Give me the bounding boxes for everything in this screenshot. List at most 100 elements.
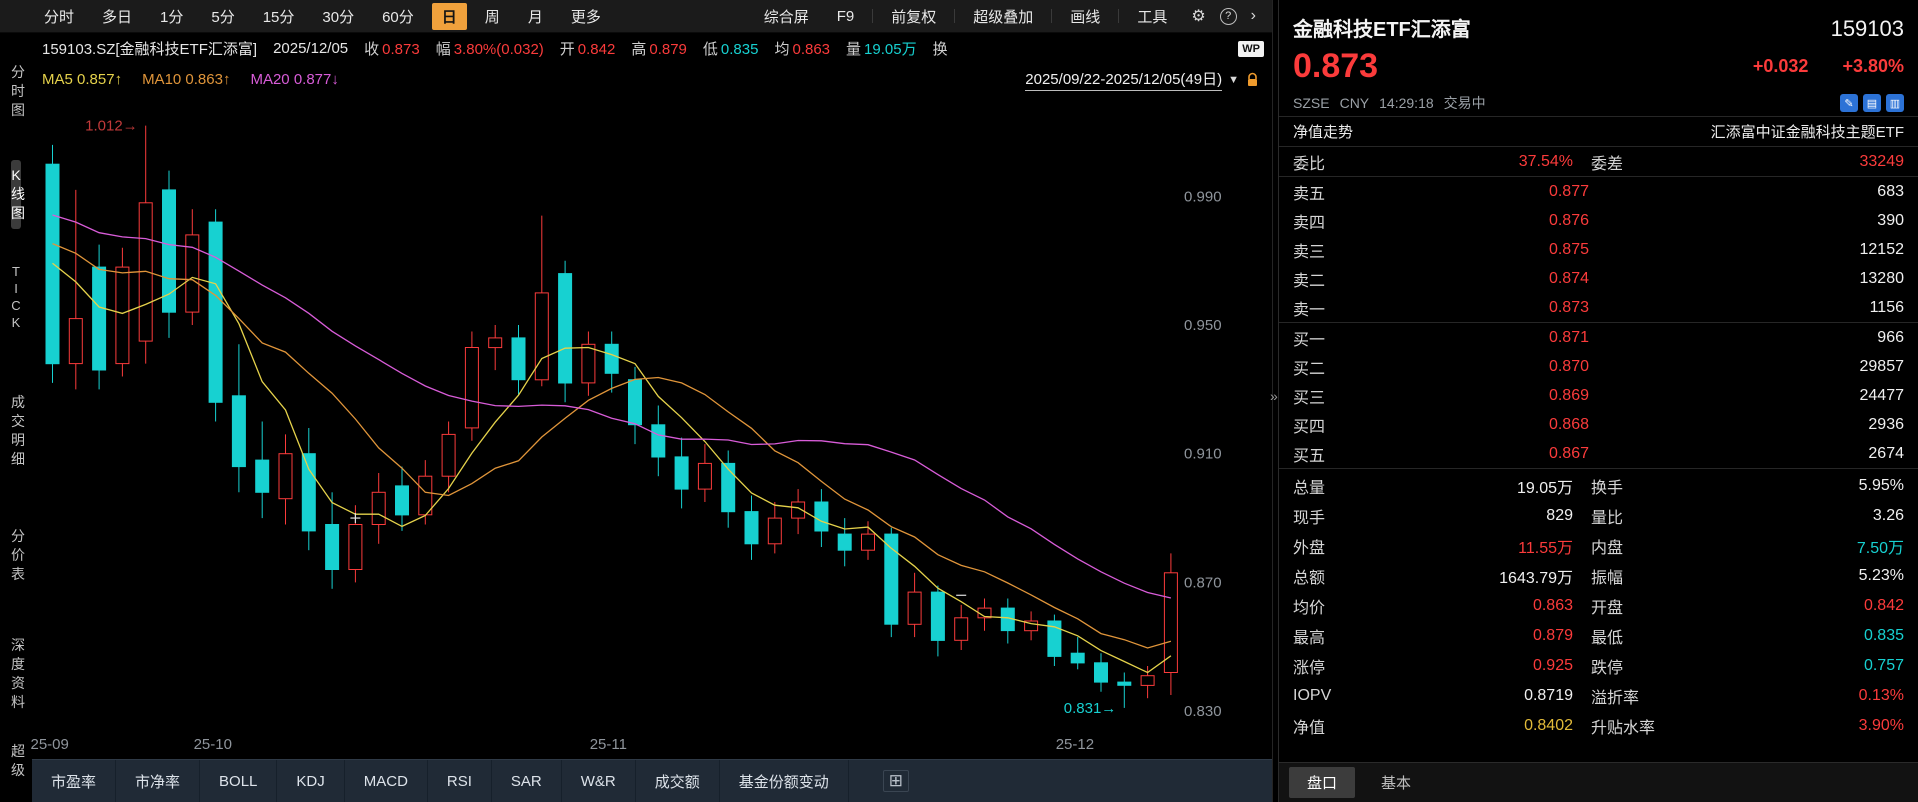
x-axis: 25-09 25-10 25-11 25-12 — [30, 732, 1272, 759]
svg-text:0.990: 0.990 — [1184, 188, 1222, 205]
composite-screen-button[interactable]: 综合屏 — [763, 8, 809, 26]
period-5min[interactable]: 5分 — [211, 8, 235, 26]
tab-pb-ratio[interactable]: 市净率 — [116, 760, 201, 802]
tab-sar[interactable]: SAR — [492, 760, 562, 802]
period-day[interactable]: 日 — [431, 2, 467, 30]
tab-rsi[interactable]: RSI — [428, 760, 492, 802]
x-axis-label: 25-09 — [30, 736, 69, 753]
x-axis-label: 25-11 — [589, 736, 627, 753]
ask-row-1[interactable]: 卖一 0.873 1156 — [1293, 298, 1904, 319]
draw-line-button[interactable]: 画线 — [1070, 8, 1101, 26]
date-range-selector[interactable]: 2025/09/22-2025/12/05(49日) ▼ — [1025, 68, 1260, 91]
period-duori[interactable]: 多日 — [102, 8, 133, 26]
ask-row-5[interactable]: 卖五 0.877 683 — [1293, 182, 1904, 203]
period-30min[interactable]: 30分 — [322, 8, 355, 26]
bid-row-2[interactable]: 买二 0.870 29857 — [1293, 357, 1904, 378]
bid-row-1[interactable]: 买一 0.871 966 — [1293, 328, 1904, 349]
indicator-tab-bar: 市盈率 市净率 BOLL KDJ MACD RSI SAR W&R 成交额 基金… — [32, 759, 1272, 802]
period-toolbar: 分时 多日 1分 5分 15分 30分 60分 日 周 月 更多 综合屏 F9 … — [0, 0, 1272, 33]
collapse-panel-icon[interactable]: » — [1270, 388, 1278, 404]
tab-turnover-amount[interactable]: 成交额 — [636, 760, 720, 802]
fund-code: 159103 — [1830, 16, 1904, 41]
weibi-value: 37.54% — [1518, 152, 1573, 170]
f9-button[interactable]: F9 — [836, 7, 855, 25]
nav-trend-link[interactable]: 净值走势 — [1293, 124, 1354, 141]
help-icon[interactable]: ? — [1219, 7, 1237, 25]
kline-svg: 0.990 0.950 0.910 0.870 0.830 1.012→ 0.831→ — [45, 118, 1222, 720]
bid-book: 买一 0.871 966 买二 0.870 29857 买三 0.869 24477 买四 0… — [1279, 322, 1918, 468]
bar-date: 2025/12/05 — [273, 40, 349, 57]
tab-macd[interactable]: MACD — [345, 760, 428, 802]
tools-button[interactable]: 工具 — [1137, 8, 1168, 26]
stat-row: IOPV 0.8719 溢折率 0.13% — [1293, 687, 1904, 707]
ask-row-3[interactable]: 卖三 0.875 12152 — [1293, 240, 1904, 261]
period-60min[interactable]: 60分 — [382, 8, 414, 26]
view-sidebar: 分时图 K线图 TICK 成交明细 分价表 深度资料 超级 — [0, 33, 32, 802]
bid-row-5[interactable]: 买五 0.867 2674 — [1293, 444, 1904, 465]
exchange-label: SZSE — [1293, 95, 1330, 111]
kline-chart[interactable]: 0.990 0.950 0.910 0.870 0.830 1.012→ 0.831→ — [32, 95, 1272, 732]
doc-icon[interactable]: ▤ — [1863, 94, 1881, 112]
stat-row: 涨停 0.925 跌停 0.757 — [1293, 657, 1904, 677]
period-15min[interactable]: 15分 — [262, 8, 295, 26]
nav-row: 净值走势 汇添富中证金融科技主题ETF — [1279, 116, 1918, 146]
tab-wr[interactable]: W&R — [562, 760, 636, 802]
lock-icon[interactable] — [1245, 72, 1260, 88]
chevron-down-icon[interactable]: ▼ — [1228, 73, 1239, 86]
x-axis-label: 25-12 — [1055, 736, 1095, 753]
sidebar-item-tick[interactable]: TICK — [11, 264, 21, 330]
svg-text:0.830: 0.830 — [1184, 703, 1222, 720]
edit-icon[interactable]: ✎ — [1840, 94, 1858, 112]
sidebar-item-chengjiaomingxi[interactable]: 成交明细 — [11, 394, 25, 467]
tab-pankou[interactable]: 盘口 — [1289, 767, 1356, 798]
toolbar-separator — [1118, 9, 1120, 23]
tab-fund-share-change[interactable]: 基金份额变动 — [720, 760, 849, 802]
period-month[interactable]: 月 — [527, 8, 543, 26]
ma-bar: MA5 0.857 ↑ MA10 0.863 ↑ MA20 0.877 ↓ 2025/… — [32, 64, 1272, 95]
svg-text:0.950: 0.950 — [1184, 317, 1222, 334]
gear-icon[interactable]: ⚙ — [1191, 8, 1206, 25]
ask-row-4[interactable]: 卖四 0.876 390 — [1293, 211, 1904, 232]
period-more[interactable]: 更多 — [570, 8, 601, 26]
panel-divider: » — [1270, 0, 1278, 802]
layout-icon[interactable]: ▥ — [1886, 94, 1904, 112]
date-range-text[interactable]: 2025/09/22-2025/12/05(49日) — [1025, 68, 1223, 91]
sidebar-item-shendu-ziliao[interactable]: 深度资料 — [11, 637, 25, 710]
bid-row-3[interactable]: 买三 0.869 24477 — [1293, 386, 1904, 407]
expand-arrow-icon[interactable]: › — [1250, 7, 1256, 24]
sidebar-item-chaoji[interactable]: 超级 — [11, 743, 25, 778]
field-low: 低 0.835 — [702, 41, 759, 58]
field-change: 幅 3.80%(0.032) — [435, 41, 544, 58]
sidebar-item-fenshitu[interactable]: 分时图 — [11, 64, 25, 118]
add-panel-icon[interactable]: ⊞ — [882, 770, 910, 792]
period-1min[interactable]: 1分 — [160, 8, 184, 26]
period-week[interactable]: 周 — [484, 8, 500, 26]
forward-adjust-button[interactable]: 前复权 — [891, 8, 937, 26]
last-price: 0.873 — [1293, 46, 1379, 85]
bid-row-4[interactable]: 买四 0.868 2936 — [1293, 415, 1904, 436]
ma10-label: MA10 0.863 ↑ — [142, 71, 231, 88]
tab-kdj[interactable]: KDJ — [277, 760, 345, 802]
period-fenshi[interactable]: 分时 — [44, 8, 75, 26]
toolbar-separator — [954, 9, 956, 23]
fund-name: 金融科技ETF汇添富 — [1293, 19, 1471, 41]
wp-widget-icon[interactable]: WP — [1238, 40, 1264, 57]
tab-pe-ratio[interactable]: 市盈率 — [32, 760, 117, 802]
field-open: 开 0.842 — [559, 41, 616, 58]
super-overlay-button[interactable]: 超级叠加 — [973, 8, 1034, 26]
field-high: 高 0.879 — [631, 41, 687, 58]
ask-row-2[interactable]: 卖二 0.874 13280 — [1293, 269, 1904, 290]
quote-panel-tabs: 盘口 基本 — [1279, 762, 1918, 802]
sidebar-item-klinetu[interactable]: K线图 — [11, 160, 25, 229]
field-avg: 均 0.863 — [774, 41, 831, 58]
field-volume: 量 19.05万 — [846, 41, 917, 58]
sidebar-item-fenjiabiao[interactable]: 分价表 — [11, 528, 25, 582]
price-row: 0.873 +0.032 +3.80% — [1279, 42, 1918, 90]
tab-jiben[interactable]: 基本 — [1381, 775, 1412, 792]
stat-row: 均价 0.863 开盘 0.842 — [1293, 597, 1904, 617]
svg-text:0.910: 0.910 — [1184, 446, 1222, 463]
price-change-pct: +3.80% — [1842, 55, 1904, 76]
toolbar-separator — [872, 9, 874, 23]
ma5-label: MA5 0.857 ↑ — [42, 71, 123, 88]
tab-boll[interactable]: BOLL — [200, 760, 278, 802]
